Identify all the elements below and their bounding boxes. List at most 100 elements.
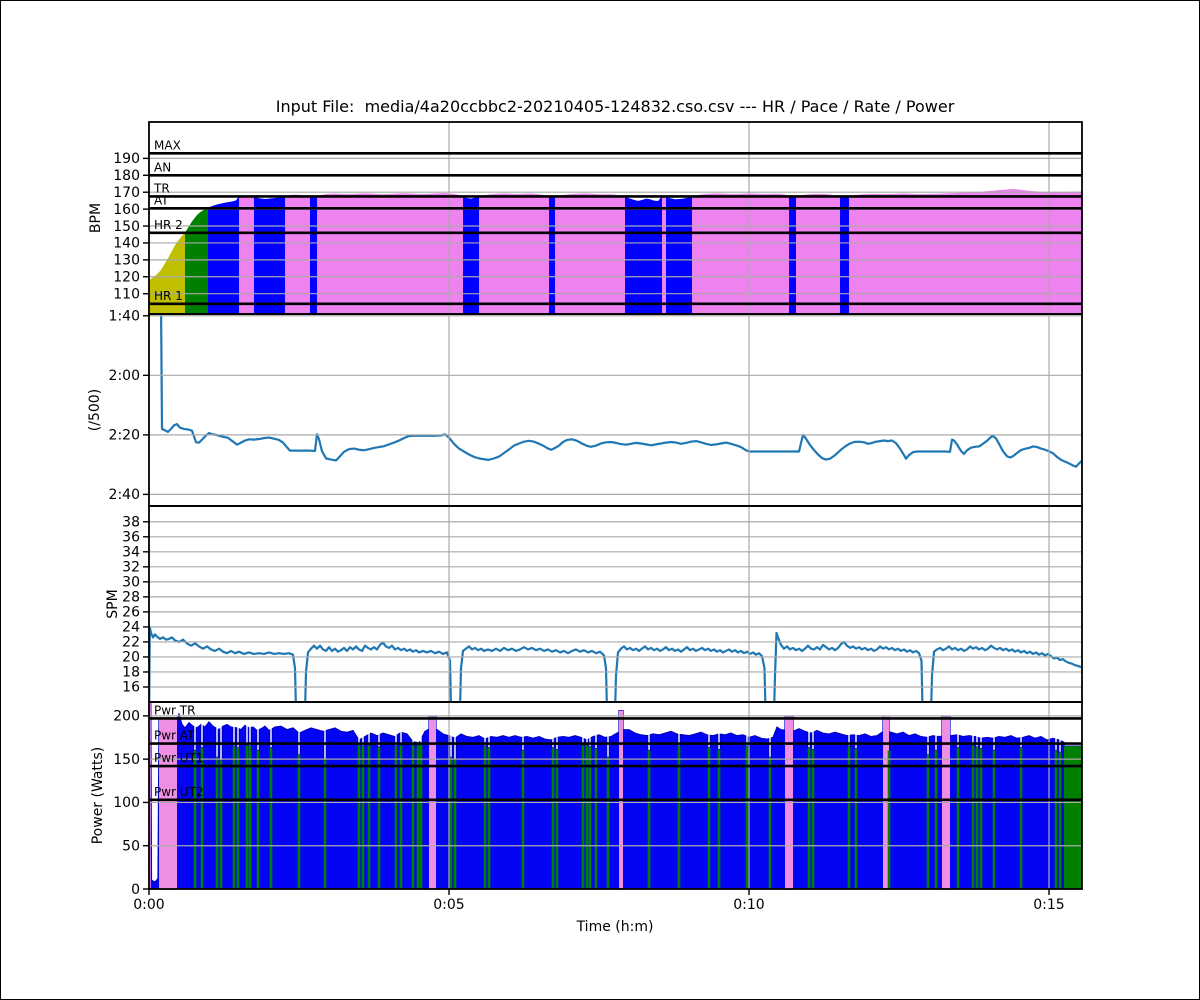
power-green-bar (248, 746, 252, 889)
spm-ytick-label: 28 (122, 590, 140, 606)
power-green-bar (1064, 746, 1082, 889)
power-green-bar (975, 747, 979, 889)
power-green-bar (768, 757, 772, 889)
power-green-bar (449, 757, 453, 889)
power-green-bar (887, 750, 891, 889)
hr-zone-fill-tr (662, 195, 666, 314)
hr-zone-fill-at (549, 196, 555, 314)
power-ytick-label: 100 (113, 795, 140, 811)
power-green-bar (647, 750, 651, 889)
xtick-label: 0:10 (733, 897, 764, 913)
power-green-bar (245, 745, 249, 889)
power-green-bar (1058, 752, 1062, 889)
hr-zone-fill-tr (849, 188, 1082, 314)
hr-zone-fill-tr (555, 193, 625, 314)
spm-ytick-label: 26 (122, 605, 140, 621)
hr-zone-fill-tr (796, 193, 840, 314)
hr-zone-fill-ut1 (185, 207, 208, 314)
power-threshold-label: Pwr UT1 (154, 751, 204, 765)
hr-ytick-label: 180 (113, 168, 140, 184)
hr-zone-fill-at (310, 196, 317, 314)
power-green-bar (215, 757, 219, 889)
hr-zone-fill-tr (285, 194, 310, 314)
spm-ytick-label: 16 (122, 680, 140, 696)
pace-line (160, 314, 1082, 468)
hr-zone-fill-at (666, 196, 692, 314)
power-border (148, 701, 1083, 890)
hr-ytick-label: 110 (113, 286, 140, 302)
x-axis: 0:00 0:05 0:10 0:15 Time (h:m) (133, 889, 1065, 935)
power-green-bar (236, 747, 240, 889)
hr-threshold-label: AT (154, 193, 169, 207)
spm-ytick-label: 20 (122, 650, 140, 666)
power-green-bar (971, 745, 975, 889)
spm-ytick-label: 30 (122, 575, 140, 591)
hr-ylabel: BPM (88, 203, 104, 233)
power-green-bar (269, 747, 273, 889)
power-ylabel: Power (Watts) (90, 747, 106, 845)
power-green-bar (807, 747, 811, 889)
power-green-bar (1019, 747, 1023, 889)
pace-panel: 1:40 2:00 2:20 2:40 (/500) (87, 309, 1083, 507)
power-green-bar (745, 746, 749, 889)
spm-ytick-label: 34 (122, 545, 140, 561)
hr-ytick-label: 160 (113, 202, 140, 218)
hr-threshold-label: MAX (154, 138, 181, 152)
power-green-bar (847, 746, 851, 889)
pace-gridlines (149, 314, 1082, 506)
spm-line (149, 625, 1082, 702)
power-green-bar (367, 745, 371, 889)
power-green-bar (585, 744, 589, 889)
hr-ytick-label: 150 (113, 219, 140, 235)
power-green-bar (1054, 750, 1058, 889)
power-green-bar (323, 759, 327, 889)
power-green-bar (934, 750, 938, 889)
power-green-bar (357, 743, 361, 889)
power-green-bar (717, 749, 721, 889)
power-green-bar (588, 747, 592, 889)
power-green-bar (394, 746, 398, 889)
xtick-label: 0:05 (433, 897, 464, 913)
xtick-label: 0:15 (1033, 897, 1064, 913)
power-green-bar (453, 759, 457, 889)
power-ytick-label: 50 (122, 838, 140, 854)
power-green-bar (399, 745, 403, 889)
chart-title: Input File: media/4a20ccbbc2-20210405-12… (275, 97, 955, 116)
power-green-bar (551, 747, 555, 889)
power-green-bar (361, 746, 365, 889)
power-pink-bar (159, 719, 177, 889)
hr-ytick-label: 190 (113, 151, 140, 167)
power-green-bar (956, 747, 960, 889)
power-green-bar (219, 760, 223, 889)
hr-threshold-label: HR 1 (154, 289, 183, 303)
xtick-label: 0:00 (133, 897, 164, 913)
power-green-bar (232, 746, 236, 889)
power-ytick-label: 0 (131, 882, 140, 898)
spm-gridlines (149, 506, 1082, 702)
power-green-bar (707, 747, 711, 889)
power-green-bar (594, 748, 598, 889)
pace-ytick-label: 2:00 (109, 368, 140, 384)
hr-zone-fill-at (840, 196, 849, 314)
hr-zone-fill-at (463, 196, 479, 314)
power-green-bar (193, 750, 197, 889)
power-green-bar (606, 757, 610, 889)
power-green-bar (555, 749, 559, 889)
power-green-bar (979, 748, 983, 889)
power-green-bar (419, 743, 423, 889)
hr-ytick-label: 120 (113, 270, 140, 286)
pace-ylabel: (/500) (87, 389, 103, 431)
spm-ytick-label: 36 (122, 530, 140, 546)
power-green-bar (581, 745, 585, 889)
hr-zone-fill-tr (239, 195, 254, 314)
spm-ylabel: SPM (105, 589, 121, 618)
hr-zone-fill-at (254, 196, 285, 314)
power-green-bar (297, 754, 301, 889)
spm-ytick-label: 22 (122, 635, 140, 651)
power-green-bar (200, 747, 204, 889)
power-green-bar (677, 746, 681, 889)
